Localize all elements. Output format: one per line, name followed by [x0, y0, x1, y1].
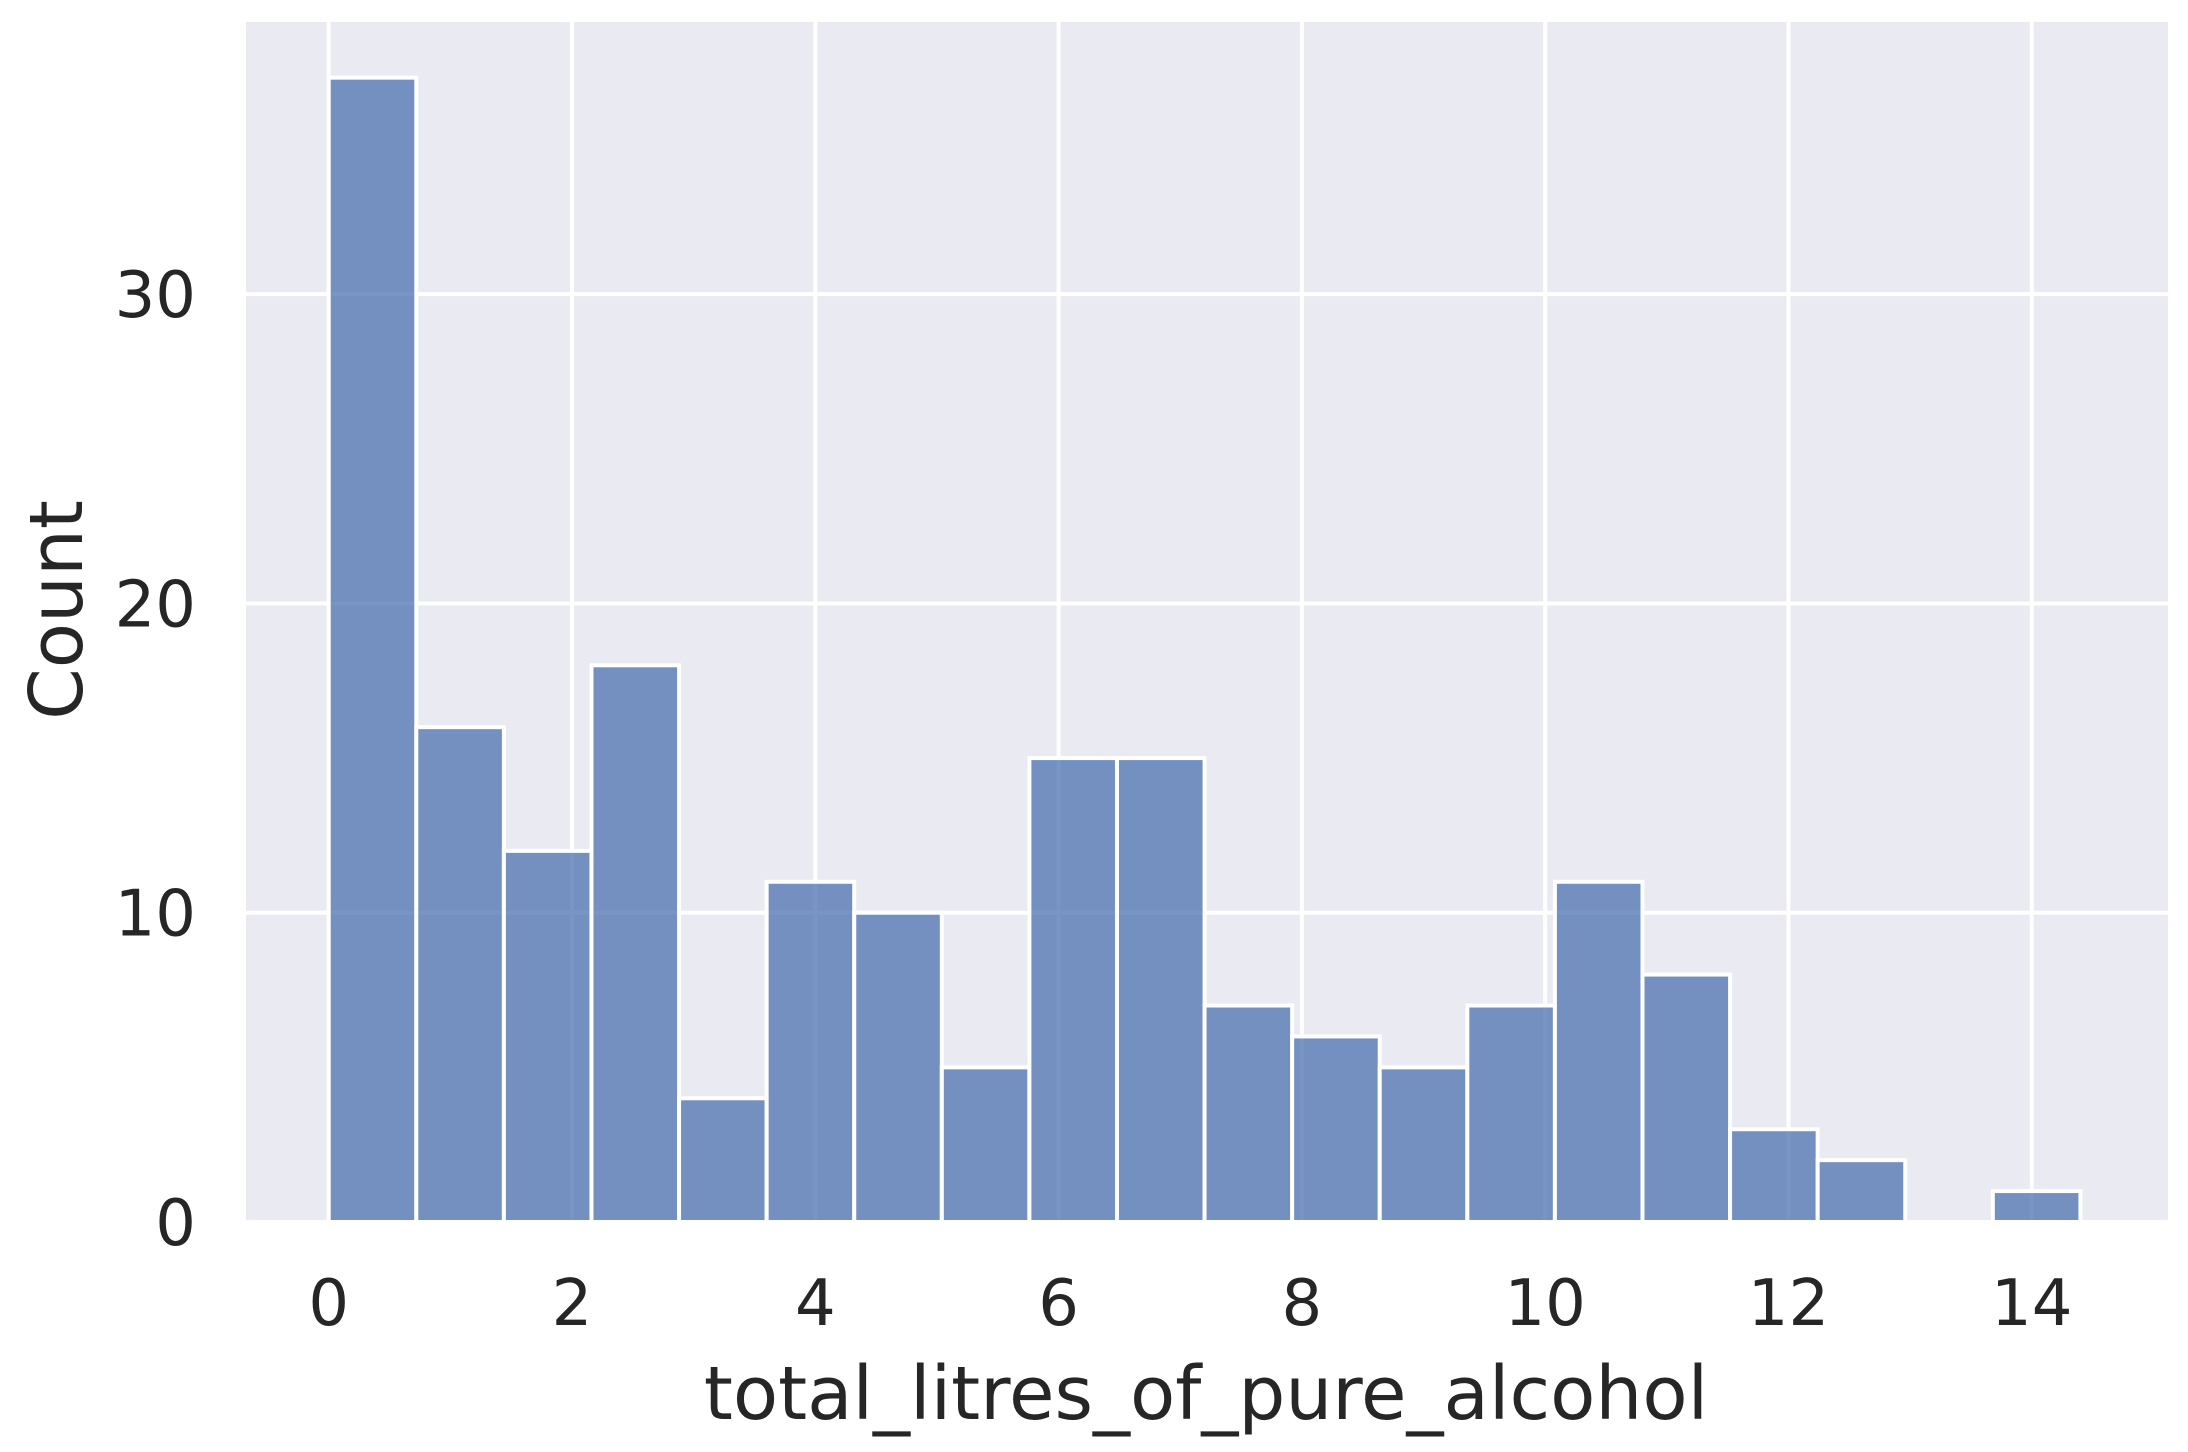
histogram-bar	[414, 725, 506, 1225]
x-tick-label: 0	[308, 1267, 349, 1341]
x-tick-labels: 0 2 4 6 8 10 12 14	[308, 1267, 2072, 1341]
histogram-bar	[1640, 972, 1733, 1225]
y-axis-label: Count	[14, 500, 100, 720]
y-tick-label: 30	[115, 259, 196, 333]
x-tick-label: 2	[552, 1267, 593, 1341]
x-tick-label: 6	[1038, 1267, 1079, 1341]
y-tick-label: 10	[115, 878, 196, 952]
histogram-bar	[1290, 1034, 1382, 1224]
histogram-bar	[1202, 1003, 1295, 1224]
x-tick-label: 4	[795, 1267, 836, 1341]
histogram-bar	[501, 848, 594, 1224]
histogram-bar	[677, 1096, 769, 1225]
x-tick-label: 14	[1991, 1267, 2072, 1341]
x-axis-label: total_litres_of_pure_alcohol	[704, 1351, 1708, 1437]
histogram-bar	[1815, 1158, 1908, 1224]
histogram-bar	[1377, 1065, 1470, 1225]
histogram-bar	[326, 75, 419, 1225]
histogram-bar	[939, 1065, 1032, 1225]
histogram-bar	[1465, 1003, 1557, 1224]
histogram-bar	[1728, 1127, 1820, 1225]
histogram-bar	[852, 910, 944, 1225]
histogram-bar	[1114, 756, 1207, 1224]
histogram-bar	[1990, 1189, 2083, 1224]
y-tick-label: 20	[115, 568, 196, 642]
bars	[326, 75, 2083, 1225]
y-tick-label: 0	[155, 1187, 196, 1261]
y-tick-labels: 0 10 20 30	[115, 259, 196, 1261]
x-tick-label: 8	[1282, 1267, 1323, 1341]
histogram-bar	[764, 879, 857, 1224]
histogram-bar	[589, 663, 682, 1224]
histogram-bar	[1027, 756, 1119, 1224]
x-tick-label: 10	[1504, 1267, 1585, 1341]
histogram-bar	[1552, 879, 1645, 1224]
x-tick-label: 12	[1748, 1267, 1829, 1341]
